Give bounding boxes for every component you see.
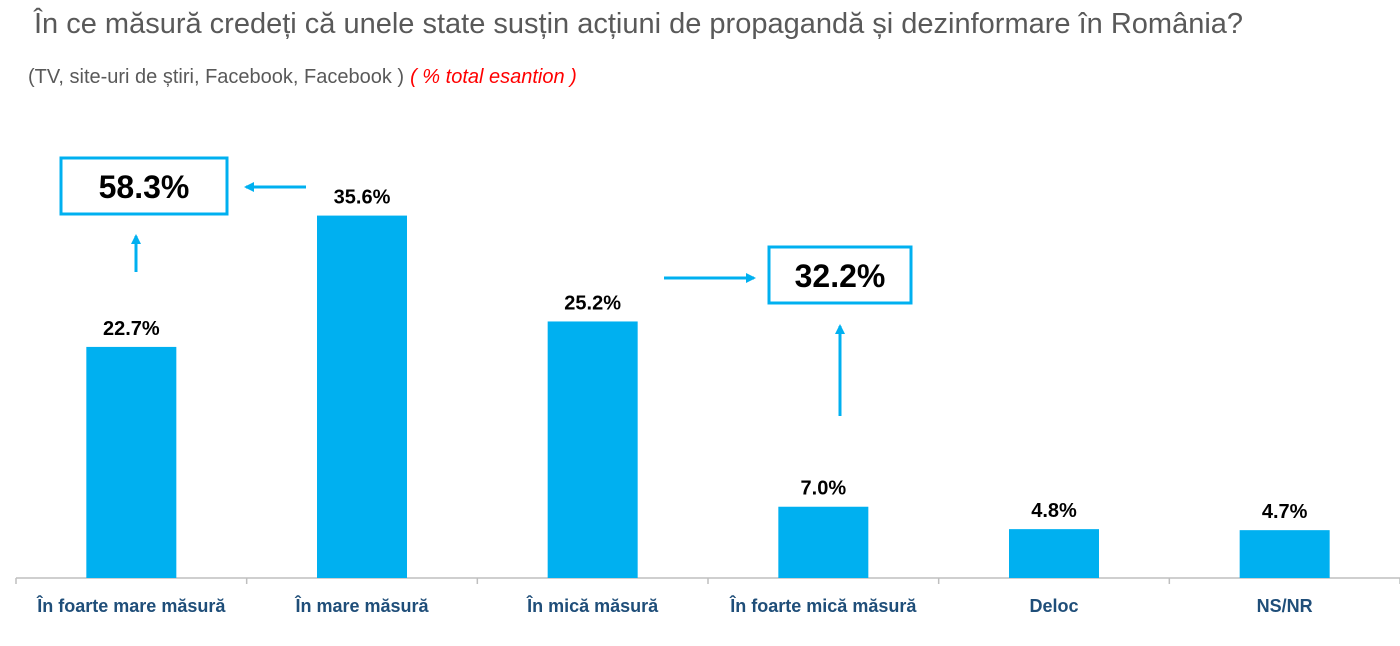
total-label-low: 32.2%: [795, 258, 886, 294]
bar-3: [778, 506, 869, 578]
category-label: În mică măsură: [526, 595, 659, 616]
annotations: 58.3% 32.2%: [59, 156, 913, 416]
bar-value-label: 4.7%: [1262, 501, 1308, 523]
total-box-low: [767, 245, 913, 305]
bar-4: [1009, 529, 1099, 578]
bar-value-label: 25.2%: [564, 292, 621, 314]
chart-subtitle: (TV, site-uri de știri, Facebook, Facebo…: [28, 66, 577, 89]
bar-2: [547, 321, 638, 578]
category-label: Deloc: [1029, 596, 1078, 616]
bars: 22.7% 35.6% 25.2% 7.0% 4.8% 4.7%: [86, 187, 1330, 579]
bar-value-label: 22.7%: [103, 318, 160, 340]
x-axis: În foarte mare măsură În mare măsură În mi…: [15, 577, 1400, 616]
category-label: În foarte mare măsură: [36, 595, 226, 616]
subtitle-note: ( % total esantion ): [410, 66, 577, 88]
category-label: În foarte mică măsură: [729, 595, 917, 616]
bar-value-label: 7.0%: [801, 478, 847, 500]
bar-1: [317, 215, 407, 579]
bar-0: [86, 346, 177, 578]
bar-value-label: 35.6%: [334, 187, 391, 209]
total-label-high: 58.3%: [99, 169, 190, 205]
chart-title: În ce măsură credeți că unele state susț…: [34, 8, 1244, 40]
category-label: NS/NR: [1257, 596, 1313, 616]
total-box-high: [59, 156, 229, 216]
bar-value-label: 4.8%: [1031, 500, 1077, 522]
category-label: În mare măsură: [294, 595, 429, 616]
subtitle-text: (TV, site-uri de știri, Facebook, Facebo…: [28, 66, 405, 88]
bar-5: [1239, 530, 1330, 578]
